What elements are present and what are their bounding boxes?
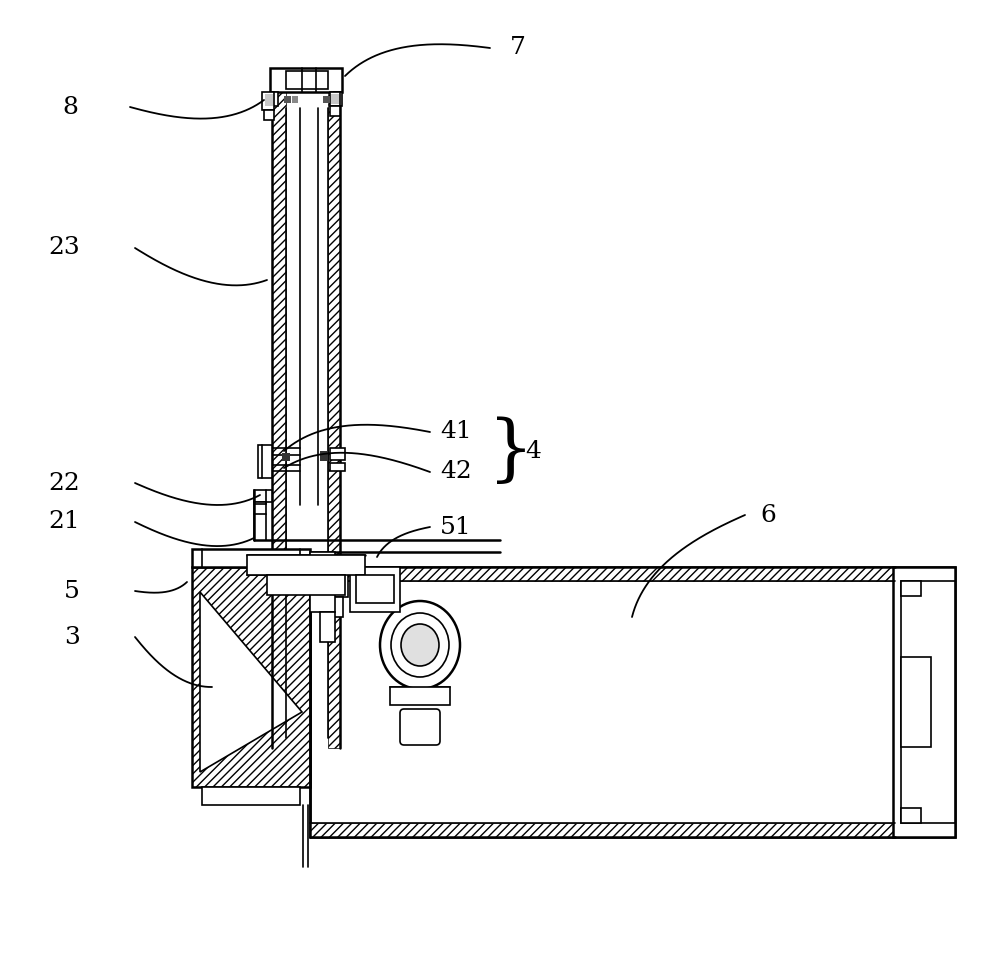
Bar [901, 808, 921, 823]
Bar [202, 787, 300, 805]
Bar [901, 657, 931, 747]
Bar [350, 567, 400, 612]
Bar [390, 687, 450, 705]
Bar [192, 567, 310, 787]
Text: 42: 42 [440, 460, 472, 483]
Bar [310, 823, 895, 837]
Bar [272, 90, 286, 748]
Bar [893, 567, 955, 837]
Text: 6: 6 [760, 504, 776, 527]
Bar [325, 597, 343, 617]
Bar [282, 453, 290, 461]
Text: 41: 41 [440, 421, 472, 443]
Bar [254, 490, 272, 502]
Text: 5: 5 [64, 579, 80, 603]
Bar [192, 567, 310, 787]
Bar [284, 96, 291, 103]
Bar [330, 463, 345, 471]
Bar [901, 581, 955, 823]
Text: 51: 51 [440, 515, 472, 538]
Bar [356, 575, 394, 603]
Bar [254, 502, 266, 514]
Bar [320, 612, 335, 642]
Bar [286, 71, 328, 89]
FancyBboxPatch shape [400, 709, 440, 745]
Bar [323, 96, 330, 103]
Bar [247, 555, 365, 575]
Text: 8: 8 [62, 95, 78, 118]
Bar [330, 106, 340, 116]
Bar [267, 575, 345, 595]
Bar [270, 68, 342, 92]
Bar [320, 451, 328, 461]
Bar [320, 567, 348, 597]
Bar [330, 448, 345, 460]
Bar [264, 110, 274, 120]
Text: 4: 4 [525, 440, 541, 463]
Text: 21: 21 [48, 510, 80, 533]
Bar [292, 96, 298, 103]
Polygon shape [200, 592, 302, 772]
Bar [262, 92, 274, 110]
Bar [310, 567, 955, 837]
Bar [334, 92, 342, 106]
Text: 22: 22 [48, 472, 80, 495]
Text: 3: 3 [64, 626, 80, 649]
Bar [330, 92, 340, 106]
Bar [328, 90, 340, 748]
Bar [310, 567, 895, 581]
Bar [192, 549, 310, 567]
Ellipse shape [391, 613, 449, 677]
Bar [258, 445, 272, 478]
Ellipse shape [380, 601, 460, 689]
Text: }: } [488, 417, 534, 487]
Bar [310, 552, 335, 612]
Bar [270, 92, 278, 106]
Text: 7: 7 [510, 37, 526, 60]
Bar [265, 94, 273, 106]
Bar [331, 94, 339, 104]
Text: 23: 23 [48, 236, 80, 259]
Bar [901, 581, 921, 596]
Ellipse shape [401, 624, 439, 666]
